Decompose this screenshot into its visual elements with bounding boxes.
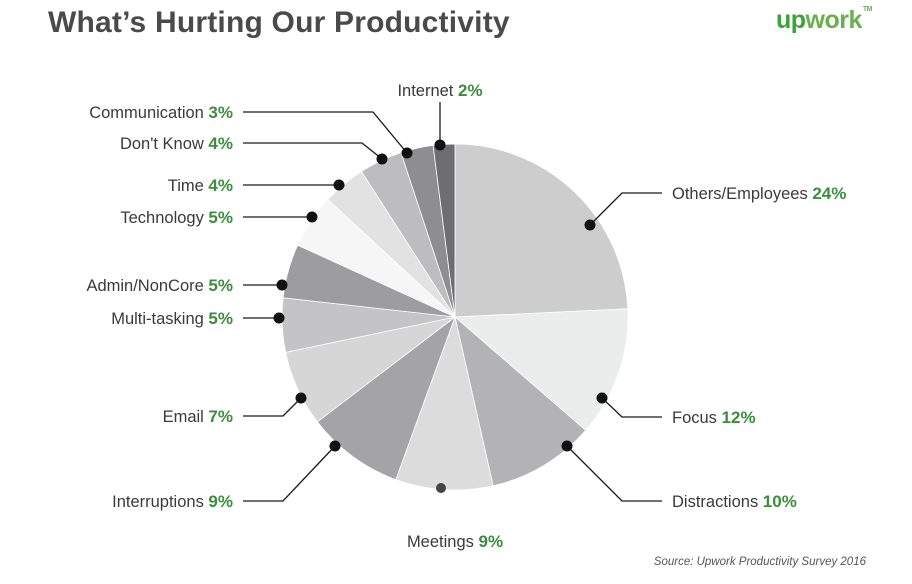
leader-line-interruptions <box>243 445 336 502</box>
slice-label-name: Meetings <box>407 533 479 551</box>
slice-label-percent: 5% <box>208 208 233 227</box>
upwork-logo: upworkTM <box>776 6 873 35</box>
slice-label-meetings: Meetings 9% <box>407 532 503 551</box>
leader-dot-others-employees <box>584 219 596 231</box>
slice-label-name: Don't Know <box>120 135 208 153</box>
source-note: Source: Upwork Productivity Survey 2016 <box>653 556 866 568</box>
leader-dot-time <box>333 179 345 191</box>
slice-label-percent: 24% <box>812 184 846 203</box>
leader-dot-admin-noncore <box>276 279 288 291</box>
slice-label-percent: 12% <box>722 408 756 427</box>
slice-label-name: Time <box>168 177 209 195</box>
slice-label-percent: 9% <box>208 492 233 511</box>
pie-slice-distractions <box>454 315 587 487</box>
leader-line-don-t-know <box>243 142 383 160</box>
slice-label-internet: Internet 2% <box>397 81 482 100</box>
slice-label-percent: 4% <box>208 176 233 195</box>
slice-label-name: Others/Employees <box>672 185 812 203</box>
leader-dot-email <box>295 392 307 404</box>
leader-lines <box>243 102 662 502</box>
slice-label-name: Email <box>163 408 209 426</box>
slice-label-multi-tasking: Multi-tasking 5% <box>111 309 233 328</box>
slice-label-email: Email 7% <box>163 407 233 426</box>
slice-label-communication: Communication 3% <box>89 103 233 122</box>
slice-label-technology: Technology 5% <box>120 208 233 227</box>
leader-line-focus <box>601 397 662 418</box>
slice-label-don-t-know: Don't Know 4% <box>120 134 233 153</box>
leader-line-others-employees <box>589 192 662 226</box>
leader-line-distractions <box>566 445 662 502</box>
leader-dot-technology <box>306 211 318 223</box>
pie-slice-interruptions <box>316 315 456 481</box>
leader-line-email <box>243 397 302 417</box>
slice-label-name: Internet <box>397 82 458 100</box>
slice-label-percent: 3% <box>208 103 233 122</box>
slice-label-percent: 4% <box>208 134 233 153</box>
leader-dot-distractions <box>561 440 573 452</box>
slice-label-percent: 5% <box>208 276 233 295</box>
slice-label-name: Admin/NonCore <box>86 277 208 295</box>
slice-labels: Others/Employees 24% Focus 12% Distraction… <box>86 81 846 551</box>
slice-label-others-employees: Others/Employees 24% <box>672 184 846 203</box>
leader-dot-don-t-know <box>376 153 388 165</box>
leader-dot-focus <box>596 392 608 404</box>
pie-slices <box>281 143 629 491</box>
slice-label-distractions: Distractions 10% <box>672 492 797 511</box>
slice-label-admin-noncore: Admin/NonCore 5% <box>86 276 233 295</box>
slice-label-percent: 5% <box>208 309 233 328</box>
slice-label-time: Time 4% <box>168 176 233 195</box>
leader-line-communication <box>243 111 408 154</box>
logo-up-text: up <box>776 6 806 34</box>
chart-title: What’s Hurting Our Productivity <box>48 6 510 39</box>
leader-dot-meetings <box>436 483 446 493</box>
slice-label-percent: 7% <box>208 407 233 426</box>
slice-label-percent: 2% <box>458 81 483 100</box>
pie-slice-focus <box>453 308 629 431</box>
slice-label-interruptions: Interruptions 9% <box>112 492 233 511</box>
logo-work-text: work <box>805 6 863 34</box>
slice-label-name: Distractions <box>672 493 763 511</box>
pie-slice-others-employees <box>454 143 629 318</box>
leader-dot-communication <box>401 147 413 159</box>
slice-label-focus: Focus 12% <box>672 408 756 427</box>
slice-label-name: Communication <box>89 104 208 122</box>
slice-label-name: Interruptions <box>112 493 208 511</box>
leader-dot-internet <box>434 139 446 151</box>
logo-trademark: TM <box>862 6 873 13</box>
leader-dot-interruptions <box>329 440 341 452</box>
slice-label-name: Multi-tasking <box>111 310 208 328</box>
leader-dot-multi-tasking <box>273 312 285 324</box>
slice-label-percent: 10% <box>763 492 797 511</box>
slice-label-name: Focus <box>672 409 722 427</box>
slice-label-name: Technology <box>120 209 208 227</box>
slice-label-percent: 9% <box>478 532 503 551</box>
